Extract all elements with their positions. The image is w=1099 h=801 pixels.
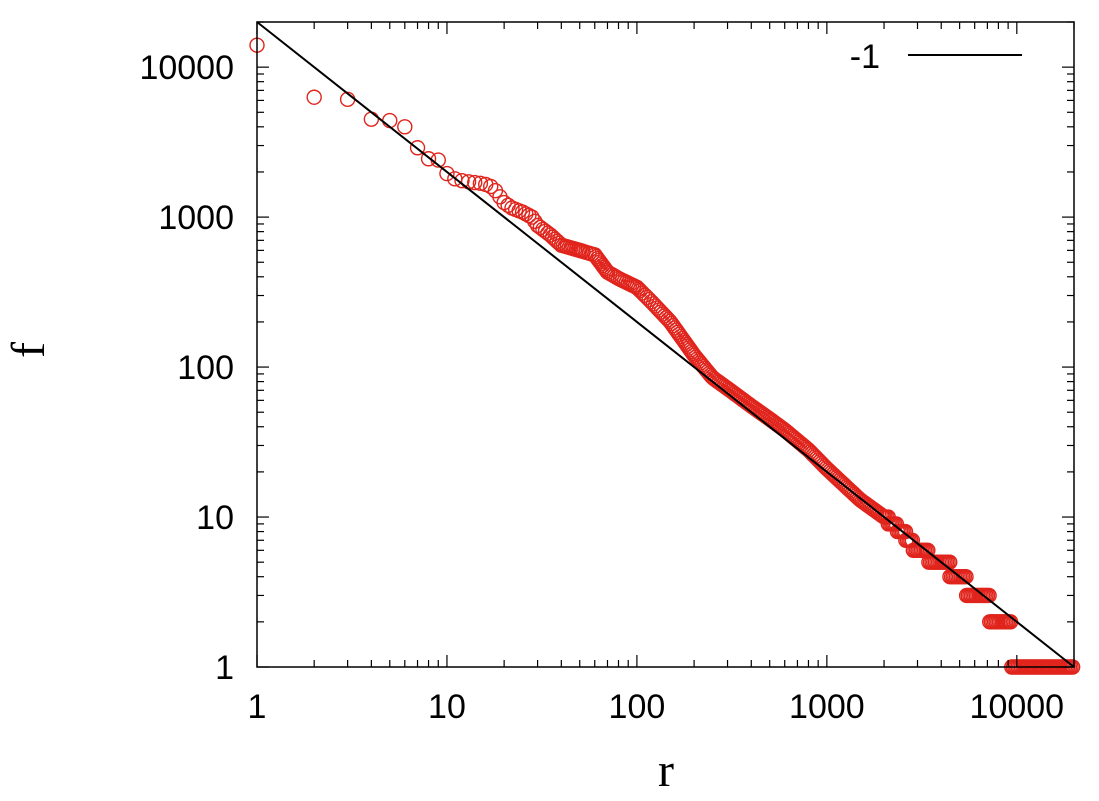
legend: -1 <box>850 38 1022 76</box>
data-point <box>630 281 647 297</box>
data-point <box>382 112 398 129</box>
slope-line <box>256 21 1075 668</box>
y-axis-title: f <box>2 342 55 358</box>
scatter-points <box>249 37 1081 675</box>
data-point <box>629 279 645 296</box>
data-point <box>467 174 483 191</box>
data-point <box>439 165 455 182</box>
axis-ticks <box>256 21 1075 668</box>
data-point <box>527 213 543 230</box>
x-tick-label: 10 <box>428 688 466 726</box>
plot-frame <box>256 21 1075 668</box>
data-point <box>521 207 537 224</box>
x-axis-title: r <box>658 744 674 797</box>
y-tick-label: 100 <box>177 349 234 387</box>
data-point <box>409 140 426 156</box>
data-point <box>363 111 380 127</box>
data-point <box>532 219 548 236</box>
data-point <box>483 178 499 195</box>
data-point <box>472 175 489 192</box>
data-point <box>496 194 512 211</box>
x-tick-label: 100 <box>609 688 666 726</box>
x-tick-label: 1 <box>248 688 267 726</box>
data-point <box>524 209 540 225</box>
legend-label: -1 <box>850 38 880 76</box>
data-point <box>420 151 437 167</box>
y-tick-label: 10000 <box>139 49 234 87</box>
data-point <box>454 172 470 189</box>
data-point <box>397 119 413 135</box>
tick-labels: 1 10 100 1000 10000 1 10 100 1000 10000 <box>139 49 1064 726</box>
x-tick-label: 10000 <box>970 688 1065 726</box>
y-tick-label: 10 <box>196 499 234 537</box>
y-tick-label: 1 <box>215 649 234 687</box>
y-tick-label: 1000 <box>158 199 234 237</box>
fit-line-layer <box>256 21 1075 668</box>
data-point <box>306 89 322 105</box>
data-point <box>529 217 546 234</box>
x-tick-label: 1000 <box>789 688 865 726</box>
